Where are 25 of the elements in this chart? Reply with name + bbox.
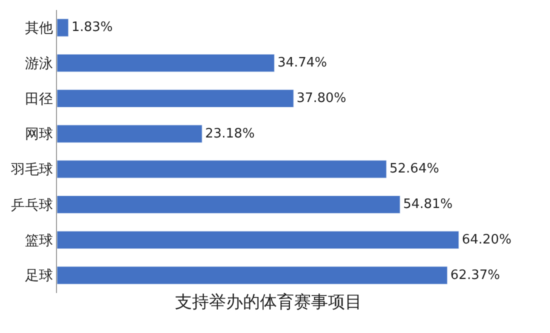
bar [57,160,387,178]
data-label: 23.18% [205,126,255,142]
bar [57,89,294,108]
bar [57,54,275,72]
data-label: 54.81% [403,197,453,212]
bar [57,230,460,250]
y-tick-label: 田径 [25,91,54,108]
data-label: 1.83% [71,20,113,36]
y-tick-label: 乒乓球 [11,197,54,214]
data-label: 52.64% [389,162,440,177]
y-tick-label: 游泳 [25,56,54,72]
y-tick-label: 篮球 [25,232,54,249]
bar [57,195,400,214]
y-tick-label: 网球 [25,126,54,143]
bar [57,266,448,284]
data-label: 34.74% [277,56,328,71]
y-tick-label: 足球 [25,268,54,284]
bar [57,18,69,37]
y-tick-label: 其他 [25,20,54,37]
y-tick-label: 羽毛球 [10,162,54,178]
bar [57,124,202,143]
data-label: 37.80% [296,90,346,106]
data-label: 62.37% [450,268,500,283]
x-axis-title: 支持举办的体育赛事项目 [175,292,362,312]
data-label: 64.20% [462,232,512,248]
